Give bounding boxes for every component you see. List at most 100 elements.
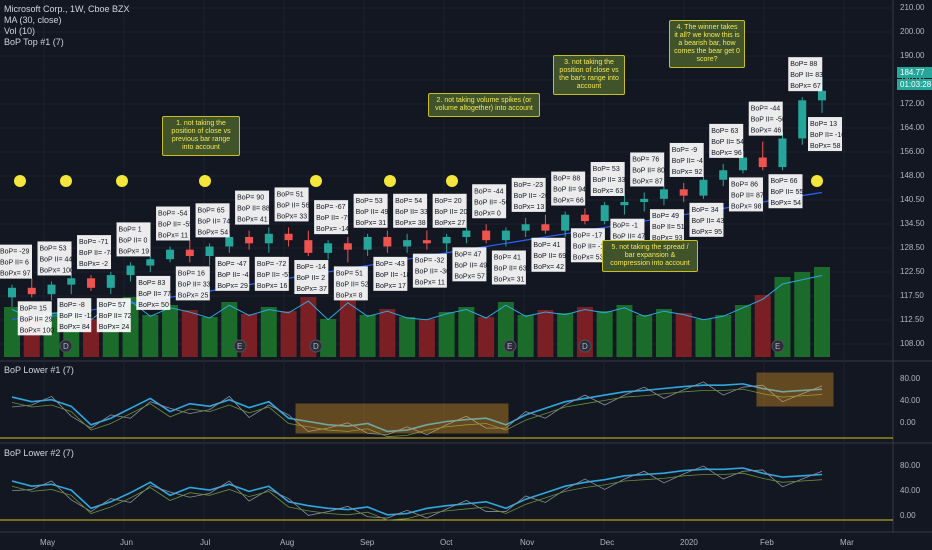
event-marker-label: E: [775, 342, 780, 351]
countdown-tag: 01:03:28: [897, 79, 932, 90]
osc1-legend[interactable]: BoP Lower #1 (7): [4, 365, 74, 375]
time-axis-label: Aug: [280, 538, 294, 547]
alert-icon[interactable]: [116, 175, 128, 187]
bop-label-text: BoPx= 54: [770, 200, 801, 207]
price-axis-label: 210.00: [900, 3, 925, 12]
bop-label-box: [0, 244, 32, 279]
price-axis-label: 140.50: [900, 195, 925, 204]
osc2-legend[interactable]: BoP Lower #2 (7): [4, 448, 74, 458]
candle-body: [659, 189, 668, 199]
bop-label-box: [689, 202, 724, 237]
price-axis-label: 156.00: [900, 147, 925, 156]
bop-label-text: BoP II= -10: [810, 132, 845, 139]
bop-label-text: BoP= 41: [533, 242, 560, 249]
candle-body: [738, 157, 747, 171]
volume-bar: [695, 319, 712, 357]
candle-body: [383, 236, 392, 247]
bop-lower-2-signal-line: [11, 472, 823, 521]
candle-body: [422, 240, 431, 244]
alert-icon[interactable]: [310, 175, 322, 187]
candle-body: [166, 249, 175, 260]
osc-pane-1[interactable]: [0, 362, 893, 442]
bop-label-box: [748, 101, 783, 136]
bop-label-box: [195, 203, 230, 238]
note-2[interactable]: 2. not taking volume spikes (or volume a…: [428, 93, 540, 117]
event-marker[interactable]: [309, 339, 323, 353]
volume-bar: [458, 307, 475, 357]
bop-label-text: BoP II= 33: [593, 177, 626, 184]
bop-label-text: BoP II= -11: [59, 313, 94, 320]
bop-label-text: BoP= -44: [751, 106, 780, 113]
bop-label-text: BoPx= 8: [336, 292, 363, 299]
osc2-axis-label: 80.00: [900, 461, 921, 470]
bop-label-text: BoP II= -41: [217, 272, 252, 279]
bop-label-text: BoPx= 100: [40, 267, 75, 274]
price-axis-label: 200.00: [900, 27, 925, 36]
volume-bar: [181, 310, 198, 357]
volume-bar: [4, 307, 20, 357]
candle-body: [284, 233, 293, 241]
candle-body: [719, 170, 728, 180]
osc-pane-2[interactable]: [0, 444, 893, 532]
alert-icon[interactable]: [14, 175, 26, 187]
highlight-zone[interactable]: [295, 403, 509, 434]
bop-label-text: BoP II= 20: [435, 209, 468, 216]
note-3[interactable]: 3. not taking the position of close vs t…: [553, 55, 625, 95]
bop-label-text: BoP= 53: [356, 198, 383, 205]
volume-bar: [537, 310, 554, 357]
candle-body: [679, 189, 688, 196]
bop-label-text: BoPx= 24: [99, 324, 130, 331]
vol-legend[interactable]: Vol (10): [4, 26, 36, 36]
alert-icon[interactable]: [384, 175, 396, 187]
bop-label-box: [77, 235, 112, 270]
event-marker[interactable]: [578, 339, 592, 353]
note-1[interactable]: 1. not taking the position of close vs p…: [162, 116, 240, 156]
note-4[interactable]: 4. The winner takes it all? we know this…: [669, 20, 745, 68]
volume-bar: [794, 272, 811, 357]
ma-legend[interactable]: MA (30, close): [4, 15, 62, 25]
volume-bar: [379, 309, 396, 357]
event-marker[interactable]: [233, 339, 247, 353]
bop-label-box: [452, 247, 487, 282]
candle-body: [699, 179, 708, 196]
bop-label-text: BoP II= 94: [553, 187, 586, 194]
highlight-zone[interactable]: [756, 372, 834, 407]
bop-label-text: BoP II= -30: [415, 269, 450, 276]
candle-body: [27, 287, 36, 295]
bop-label-text: BoPx= 67: [790, 83, 821, 90]
bop-label-text: BoPx= 96: [711, 150, 742, 157]
time-axis-label: Jun: [120, 538, 133, 547]
event-marker[interactable]: [771, 339, 785, 353]
candle-body: [620, 202, 629, 206]
bop-label-text: BoP II= 69: [533, 253, 566, 260]
bop-top-legend[interactable]: BoP Top #1 (7): [4, 37, 64, 47]
note-5[interactable]: 5. not taking the spread / bar expansion…: [602, 240, 698, 272]
bop-label-box: [235, 190, 270, 225]
bop-label-text: BoP= -29: [0, 249, 29, 256]
candle-body: [185, 249, 194, 257]
symbol-title[interactable]: Microsoft Corp., 1W, Cboe BZX: [4, 4, 130, 14]
bop-label-text: BoP II= 72: [99, 313, 132, 320]
event-marker-label: D: [582, 342, 588, 351]
candle-body: [363, 236, 372, 250]
candle-body: [482, 230, 491, 241]
main-legend: Microsoft Corp., 1W, Cboe BZX MA (30, cl…: [4, 4, 130, 48]
bop-label-text: BoP= 53: [40, 245, 67, 252]
alert-icon[interactable]: [60, 175, 72, 187]
bop-label-text: BoP II= 52: [336, 281, 369, 288]
candle-body: [600, 205, 609, 222]
volume-bar: [399, 317, 416, 357]
bop-label-text: BoPx= 50: [138, 302, 169, 309]
alert-icon[interactable]: [199, 175, 211, 187]
bop-label-text: BoP II= 54: [711, 139, 744, 146]
bop-label-text: BoPx= 31: [494, 276, 525, 283]
event-marker[interactable]: [59, 339, 73, 353]
bop-label-box: [511, 177, 546, 212]
candle-body: [818, 90, 826, 101]
event-marker[interactable]: [503, 339, 517, 353]
alert-icon[interactable]: [446, 175, 458, 187]
alert-icon[interactable]: [811, 175, 823, 187]
volume-bar: [734, 305, 751, 357]
